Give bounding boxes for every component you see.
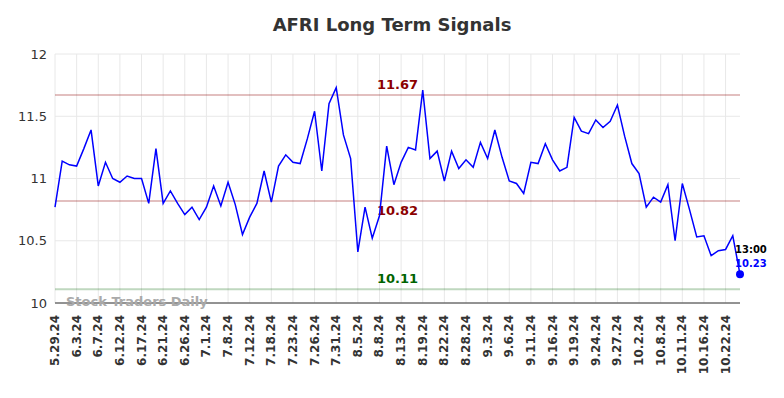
svg-text:5.29.24: 5.29.24 bbox=[48, 315, 62, 366]
svg-text:9.3.24: 9.3.24 bbox=[481, 315, 495, 358]
svg-text:7.12.24: 7.12.24 bbox=[243, 315, 257, 366]
html-text:13:00: 13:00 bbox=[735, 244, 767, 255]
svg-text:8.8.24: 8.8.24 bbox=[372, 315, 386, 358]
svg-text:6.17.24: 6.17.24 bbox=[135, 315, 149, 366]
svg-text:8.5.24: 8.5.24 bbox=[351, 315, 365, 358]
svg-text:6.12.24: 6.12.24 bbox=[113, 315, 127, 366]
svg-text:6.3.24: 6.3.24 bbox=[70, 315, 84, 358]
svg-text:10.5: 10.5 bbox=[18, 233, 47, 248]
svg-text:10.2.24: 10.2.24 bbox=[632, 315, 646, 366]
svg-text:7.18.24: 7.18.24 bbox=[264, 315, 278, 366]
svg-text:9.16.24: 9.16.24 bbox=[546, 315, 560, 366]
html-text:Stock Traders Daily: Stock Traders Daily bbox=[66, 294, 208, 309]
svg-text:10.8.24: 10.8.24 bbox=[654, 315, 668, 366]
svg-text:10: 10 bbox=[30, 296, 47, 311]
svg-text:10.82: 10.82 bbox=[377, 203, 418, 218]
svg-text:7.8.24: 7.8.24 bbox=[221, 315, 235, 358]
svg-text:9.27.24: 9.27.24 bbox=[610, 315, 624, 366]
svg-text:8.28.24: 8.28.24 bbox=[459, 315, 473, 366]
svg-text:10.22.24: 10.22.24 bbox=[719, 315, 733, 374]
svg-text:7.23.24: 7.23.24 bbox=[286, 315, 300, 366]
svg-text:8.19.24: 8.19.24 bbox=[416, 315, 430, 366]
svg-text:7.26.24: 7.26.24 bbox=[308, 315, 322, 366]
svg-text:6.7.24: 6.7.24 bbox=[91, 315, 105, 358]
svg-text:12: 12 bbox=[30, 47, 47, 62]
svg-text:9.24.24: 9.24.24 bbox=[589, 315, 603, 366]
svg-text:6.26.24: 6.26.24 bbox=[178, 315, 192, 366]
svg-text:8.13.24: 8.13.24 bbox=[394, 315, 408, 366]
svg-text:7.31.24: 7.31.24 bbox=[329, 315, 343, 366]
svg-text:10.11: 10.11 bbox=[377, 271, 418, 286]
svg-text:9.6.24: 9.6.24 bbox=[502, 315, 516, 358]
html-text:AFRI Long Term Signals: AFRI Long Term Signals bbox=[272, 14, 512, 35]
svg-text:7.1.24: 7.1.24 bbox=[199, 315, 213, 358]
svg-text:9.11.24: 9.11.24 bbox=[524, 315, 538, 366]
html-text:10.23: 10.23 bbox=[735, 258, 767, 269]
svg-text:9.19.24: 9.19.24 bbox=[567, 315, 581, 366]
svg-text:11.67: 11.67 bbox=[377, 77, 418, 92]
svg-text:6.21.24: 6.21.24 bbox=[156, 315, 170, 366]
svg-text:11.5: 11.5 bbox=[18, 109, 47, 124]
svg-text:10.11.24: 10.11.24 bbox=[675, 315, 689, 374]
svg-text:10.16.24: 10.16.24 bbox=[697, 315, 711, 374]
svg-text:11: 11 bbox=[30, 171, 47, 186]
svg-text:8.22.24: 8.22.24 bbox=[437, 315, 451, 366]
